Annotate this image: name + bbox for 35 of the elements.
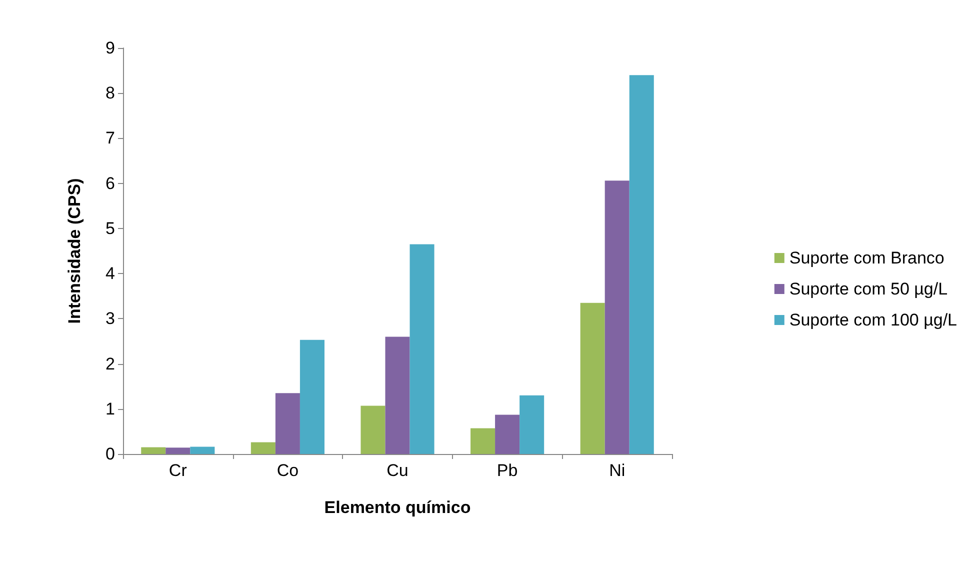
x-tick-label: Ni bbox=[609, 461, 626, 480]
legend-label: Suporte com 100 µg/L bbox=[789, 310, 958, 330]
bar bbox=[141, 447, 166, 454]
y-tick-label: 4 bbox=[106, 264, 115, 284]
y-axis-title: Intensidade (CPS) bbox=[65, 178, 84, 324]
x-tick-label: Cr bbox=[168, 461, 188, 480]
y-tick-label: 1 bbox=[106, 399, 115, 418]
legend-label: Suporte com Branco bbox=[789, 248, 944, 268]
bar bbox=[360, 406, 386, 454]
y-tick-label: 5 bbox=[106, 218, 115, 238]
bar bbox=[300, 340, 324, 454]
bar bbox=[495, 414, 520, 454]
y-tick-label: 2 bbox=[106, 354, 115, 374]
bar bbox=[250, 442, 276, 454]
x-axis-title: Elemento químico bbox=[324, 498, 471, 517]
bar bbox=[604, 180, 630, 454]
x-tick-label: Pb bbox=[496, 461, 518, 480]
legend-label: Suporte com 50 µg/L bbox=[789, 280, 948, 298]
y-tick-label: 6 bbox=[106, 174, 115, 193]
y-tick-label: 8 bbox=[106, 84, 115, 103]
y-tick-label: 3 bbox=[106, 309, 115, 328]
x-tick-label: Cu bbox=[386, 461, 408, 480]
bar bbox=[629, 75, 654, 454]
bar bbox=[410, 244, 434, 454]
y-tick-label: 9 bbox=[106, 38, 115, 58]
x-tick-label: Co bbox=[276, 461, 299, 480]
bar bbox=[385, 336, 410, 454]
bar bbox=[580, 302, 605, 454]
bar bbox=[470, 428, 496, 454]
y-tick-label: 0 bbox=[106, 444, 115, 464]
bar bbox=[190, 446, 215, 454]
bar bbox=[275, 393, 300, 454]
y-tick-label: 7 bbox=[106, 128, 115, 148]
bar bbox=[166, 448, 190, 454]
bar bbox=[520, 395, 544, 454]
